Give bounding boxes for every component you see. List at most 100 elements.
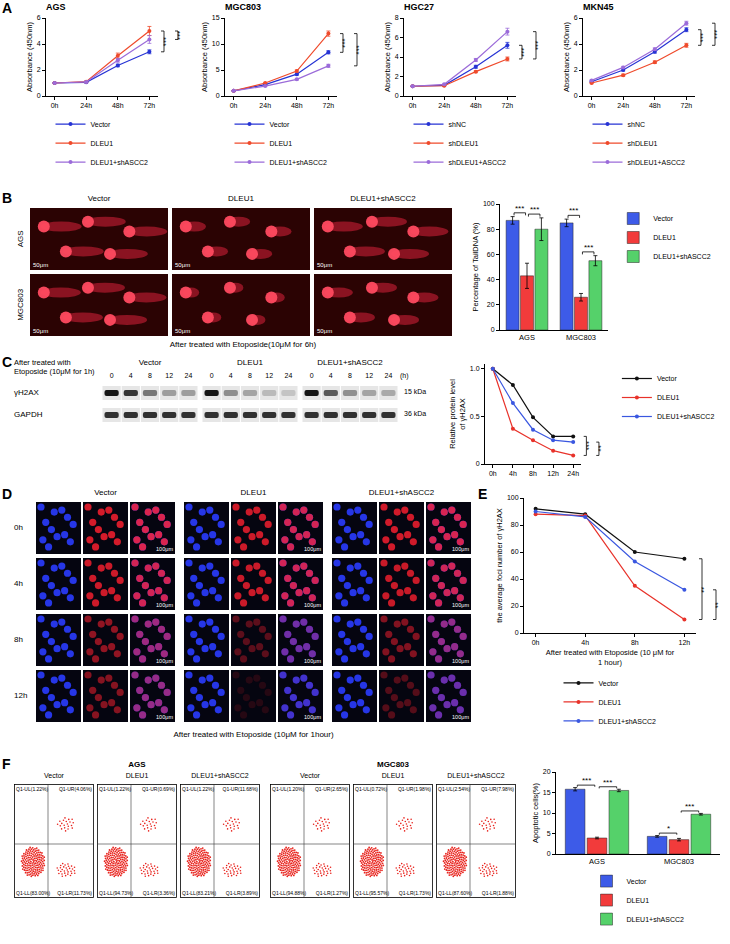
svg-text:Vector: Vector xyxy=(599,680,620,687)
svg-text:***: *** xyxy=(159,37,168,46)
svg-text:MGC803: MGC803 xyxy=(664,857,694,866)
svg-text:0: 0 xyxy=(491,326,495,333)
svg-text:DLEU1+shASCC2: DLEU1+shASCC2 xyxy=(657,413,714,420)
svg-text:24h: 24h xyxy=(80,102,92,109)
svg-text:Q1-LR(1.88%): Q1-LR(1.88%) xyxy=(482,890,515,896)
svg-text:0: 0 xyxy=(395,92,399,99)
svg-text:Q1-UL(1.22%): Q1-UL(1.22%) xyxy=(99,786,132,792)
svg-text:0: 0 xyxy=(37,92,41,99)
svg-text:12h: 12h xyxy=(547,470,559,477)
svg-text:Q1-UR(0.69%): Q1-UR(0.69%) xyxy=(142,786,175,792)
svg-text:shDLEU1: shDLEU1 xyxy=(449,140,479,147)
svg-text:1.0: 1.0 xyxy=(470,365,480,372)
svg-text:50μm: 50μm xyxy=(317,262,332,268)
svg-text:50μm: 50μm xyxy=(175,262,190,268)
svg-text:5: 5 xyxy=(216,66,220,73)
svg-text:***: *** xyxy=(569,206,578,215)
svg-text:24h: 24h xyxy=(438,102,450,109)
svg-text:Vector: Vector xyxy=(627,878,648,885)
svg-text:***: *** xyxy=(696,33,705,42)
svg-text:DLEU1+shASCC2: DLEU1+shASCC2 xyxy=(653,253,710,260)
svg-text:100μm: 100μm xyxy=(452,602,469,608)
svg-text:Q1-UL(0.72%): Q1-UL(0.72%) xyxy=(355,786,388,792)
svg-text:Q1-LR(1.27%): Q1-LR(1.27%) xyxy=(316,890,349,896)
svg-text:***: *** xyxy=(582,441,591,450)
svg-text:100μm: 100μm xyxy=(304,602,321,608)
svg-text:0: 0 xyxy=(216,92,220,99)
svg-text:0h: 0h xyxy=(532,639,540,646)
svg-text:Q1-LL(87.60%): Q1-LL(87.60%) xyxy=(438,890,473,896)
svg-text:Q1-UL(1.22%): Q1-UL(1.22%) xyxy=(16,786,49,792)
svg-text:100μm: 100μm xyxy=(452,546,469,552)
svg-text:100μm: 100μm xyxy=(304,658,321,664)
svg-text:4h: 4h xyxy=(581,639,589,646)
svg-text:Absorbance (450nm): Absorbance (450nm) xyxy=(200,21,209,92)
svg-text:MGC803: MGC803 xyxy=(225,2,261,12)
svg-text:DLEU1+shASCC2: DLEU1+shASCC2 xyxy=(627,916,684,923)
svg-text:12h: 12h xyxy=(679,639,691,646)
svg-text:72h: 72h xyxy=(144,102,156,109)
svg-text:8: 8 xyxy=(395,14,399,21)
svg-text:100μm: 100μm xyxy=(304,714,321,720)
svg-text:Q1-UR(7.98%): Q1-UR(7.98%) xyxy=(481,786,514,792)
svg-text:DLEU1: DLEU1 xyxy=(657,394,680,401)
svg-text:48h: 48h xyxy=(291,102,303,109)
svg-text:8h: 8h xyxy=(529,470,537,477)
svg-text:80: 80 xyxy=(511,521,519,528)
svg-text:6: 6 xyxy=(395,34,399,41)
svg-text:Q1-UL(1.22%): Q1-UL(1.22%) xyxy=(182,786,215,792)
svg-text:***: *** xyxy=(352,45,361,54)
svg-text:DLEU1: DLEU1 xyxy=(653,234,676,241)
svg-text:100μm: 100μm xyxy=(156,658,173,664)
svg-text:Q1-LR(11.73%): Q1-LR(11.73%) xyxy=(57,890,92,896)
svg-text:50μm: 50μm xyxy=(175,328,190,334)
svg-text:100μm: 100μm xyxy=(156,546,173,552)
svg-text:4: 4 xyxy=(395,53,399,60)
svg-text:Absorbance (450nm): Absorbance (450nm) xyxy=(25,21,34,92)
svg-text:**: ** xyxy=(711,602,720,608)
svg-text:***: *** xyxy=(685,802,694,811)
svg-text:***: *** xyxy=(515,204,524,213)
svg-text:DLEU1: DLEU1 xyxy=(91,140,114,147)
svg-text:100μm: 100μm xyxy=(452,658,469,664)
svg-text:shDLEU1+ASCC2: shDLEU1+ASCC2 xyxy=(628,159,685,166)
svg-text:100μm: 100μm xyxy=(156,602,173,608)
svg-text:10: 10 xyxy=(543,809,551,816)
svg-text:shDLEU1: shDLEU1 xyxy=(628,140,658,147)
svg-text:After treated with Etoposide (: After treated with Etoposide (10 μM for1… xyxy=(546,648,675,667)
svg-text:48h: 48h xyxy=(470,102,482,109)
svg-text:0.5: 0.5 xyxy=(470,413,480,420)
svg-text:0: 0 xyxy=(574,92,578,99)
svg-text:Q1-LR(3.89%): Q1-LR(3.89%) xyxy=(226,890,259,896)
svg-text:100μm: 100μm xyxy=(304,546,321,552)
svg-text:Absorbance (450nm): Absorbance (450nm) xyxy=(383,21,392,92)
svg-text:72h: 72h xyxy=(681,102,693,109)
svg-text:50μm: 50μm xyxy=(33,262,48,268)
svg-text:***: *** xyxy=(530,205,539,214)
svg-text:*: * xyxy=(667,824,670,833)
svg-text:Q1-UL(2.54%): Q1-UL(2.54%) xyxy=(438,786,471,792)
svg-text:Q1-LL(94.88%): Q1-LL(94.88%) xyxy=(272,890,307,896)
svg-text:24h: 24h xyxy=(617,102,629,109)
svg-text:HGC27: HGC27 xyxy=(404,2,434,12)
svg-text:100: 100 xyxy=(483,200,495,207)
svg-text:Vector: Vector xyxy=(270,121,291,128)
svg-text:60: 60 xyxy=(487,251,495,258)
svg-text:the average foci number of γH2: the average foci number of γH2AX xyxy=(495,508,504,623)
svg-text:**: ** xyxy=(697,587,706,593)
svg-text:60: 60 xyxy=(511,548,519,555)
svg-text:Vector: Vector xyxy=(657,375,678,382)
svg-text:shNC: shNC xyxy=(628,121,646,128)
svg-text:Vector: Vector xyxy=(653,215,674,222)
svg-text:***: *** xyxy=(517,48,526,57)
svg-text:0h: 0h xyxy=(51,102,59,109)
svg-text:2: 2 xyxy=(37,66,41,73)
svg-text:Absorbance (450nm): Absorbance (450nm) xyxy=(562,21,571,92)
svg-text:Percentage of TailDNA (%): Percentage of TailDNA (%) xyxy=(471,222,480,312)
svg-text:DLEU1: DLEU1 xyxy=(270,140,293,147)
svg-text:Q1-LL(94.73%): Q1-LL(94.73%) xyxy=(99,890,134,896)
svg-text:Q1-LL(83.21%): Q1-LL(83.21%) xyxy=(182,890,217,896)
svg-text:0h: 0h xyxy=(230,102,238,109)
svg-text:***: *** xyxy=(710,30,719,39)
svg-text:0h: 0h xyxy=(409,102,417,109)
